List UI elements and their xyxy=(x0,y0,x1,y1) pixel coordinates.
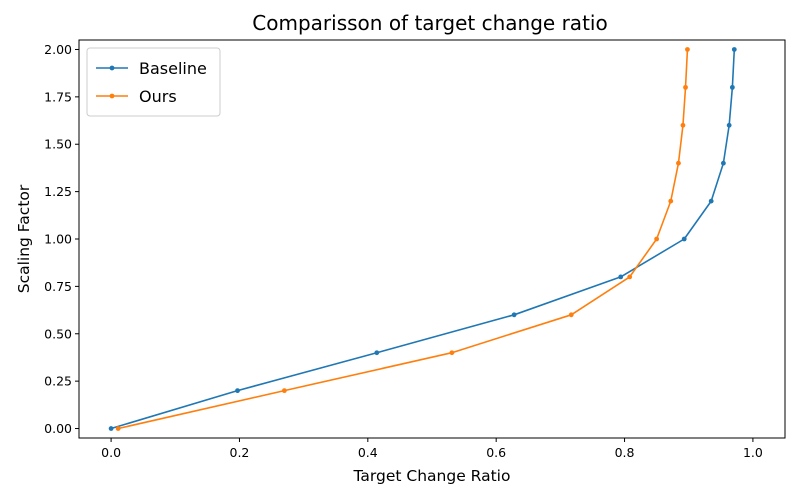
x-tick-label: 0.8 xyxy=(615,445,635,460)
data-point-baseline xyxy=(108,426,114,431)
data-point-ours xyxy=(685,47,690,52)
x-tick-label: 1.0 xyxy=(743,445,763,460)
x-tick-label: 0.6 xyxy=(486,445,506,460)
data-point-ours xyxy=(668,198,674,204)
x-axis: 0.0 0.2 0.4 0.6 0.8 1.0 xyxy=(101,438,763,460)
data-point-ours xyxy=(676,160,681,166)
x-axis-title: Target Change Ratio xyxy=(353,467,511,485)
data-point-ours xyxy=(680,122,686,128)
x-tick-label: 0.4 xyxy=(358,445,378,460)
data-point-ours xyxy=(115,426,121,431)
data-point-ours xyxy=(568,312,574,318)
y-tick-label: 0.00 xyxy=(44,421,72,436)
y-tick-label: 0.50 xyxy=(44,326,72,341)
data-point-baseline xyxy=(729,84,735,90)
legend: Baseline Ours xyxy=(86,47,221,117)
data-point-baseline xyxy=(726,122,732,128)
data-point-ours xyxy=(449,350,455,356)
x-tick-label: 0.0 xyxy=(101,445,121,460)
series-layer xyxy=(108,47,737,431)
data-point-baseline xyxy=(374,350,380,356)
data-point-baseline xyxy=(681,236,687,242)
y-tick-label: 2.00 xyxy=(44,42,72,57)
legend-label-ours: Ours xyxy=(139,87,177,106)
data-point-baseline xyxy=(235,388,240,394)
data-point-ours xyxy=(683,84,688,90)
y-tick-label: 1.00 xyxy=(44,232,72,247)
chart-title: Comparisson of target change ratio xyxy=(252,11,607,35)
legend-box xyxy=(86,47,221,117)
y-tick-label: 1.25 xyxy=(44,184,72,199)
data-point-ours xyxy=(654,236,660,242)
y-tick-label: 1.50 xyxy=(44,137,72,152)
data-point-ours xyxy=(281,388,287,394)
data-point-baseline xyxy=(720,160,726,166)
y-tick-label: 0.75 xyxy=(44,279,72,294)
y-tick-label: 1.75 xyxy=(44,89,72,104)
data-point-baseline xyxy=(731,47,737,52)
legend-marker-baseline xyxy=(109,65,115,71)
data-point-baseline xyxy=(708,198,714,204)
y-tick-label: 0.25 xyxy=(44,374,72,389)
legend-label-baseline: Baseline xyxy=(139,59,207,78)
data-point-ours xyxy=(627,274,633,280)
data-point-baseline xyxy=(618,274,624,280)
data-point-baseline xyxy=(511,312,517,318)
y-axis-title: Scaling Factor xyxy=(15,184,33,293)
x-tick-label: 0.2 xyxy=(230,445,250,460)
y-axis: 0.00 0.25 0.50 0.75 1.00 1.25 1.50 1.75 2.00 xyxy=(44,42,79,436)
legend-marker-ours xyxy=(109,93,115,99)
